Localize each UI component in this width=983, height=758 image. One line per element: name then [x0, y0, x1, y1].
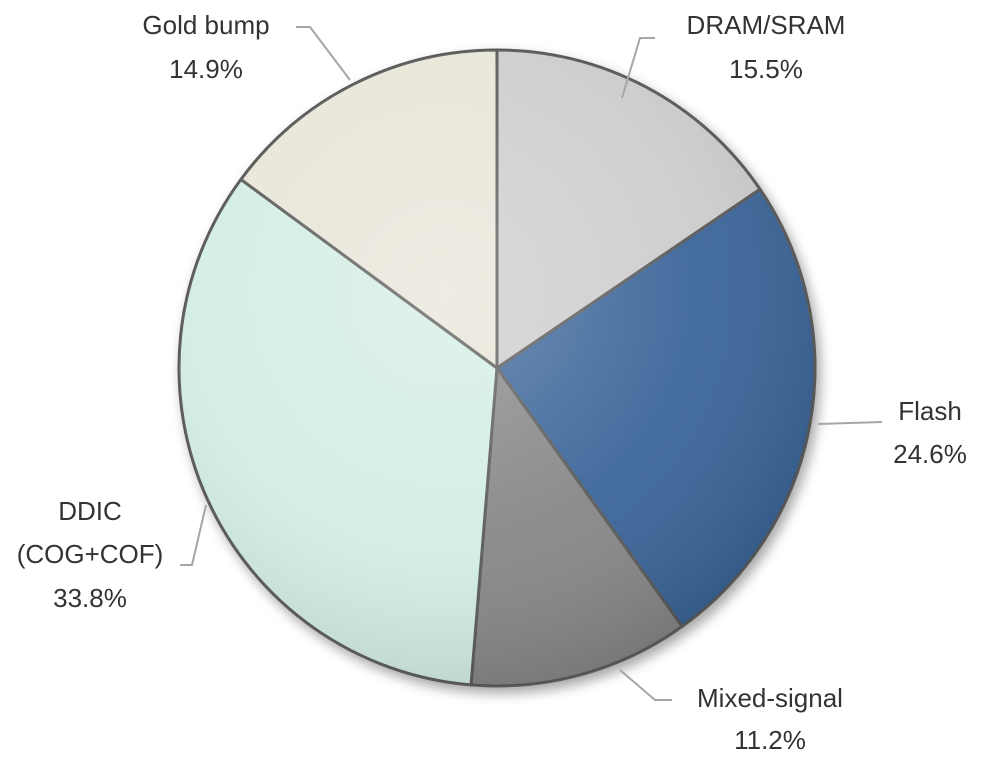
slice-value-dram-sram: 15.5% — [729, 54, 803, 84]
leader-line-mixed-signal — [619, 669, 672, 701]
leader-line-gold-bump — [296, 26, 351, 81]
slice-value-gold-bump: 14.9% — [169, 54, 243, 84]
slice-label-gold-bump: Gold bump — [142, 10, 269, 40]
leader-line-dram-sram — [621, 37, 655, 99]
slice-value-flash: 24.6% — [893, 439, 967, 469]
leader-line-ddic — [180, 504, 207, 566]
slice-label-flash: Flash — [898, 396, 962, 426]
slice-label-mixed-signal: Mixed-signal — [697, 683, 843, 713]
pie-slices — [177, 48, 817, 688]
slice-value-mixed-signal: 11.2% — [734, 725, 806, 755]
slice-label-ddic-line2: (COG+COF) — [17, 539, 164, 569]
leader-line-flash — [817, 421, 883, 425]
slice-label-dram-sram: DRAM/SRAM — [687, 10, 846, 40]
slice-label-ddic-line1: DDIC — [58, 496, 122, 526]
slice-value-ddic: 33.8% — [53, 583, 127, 613]
